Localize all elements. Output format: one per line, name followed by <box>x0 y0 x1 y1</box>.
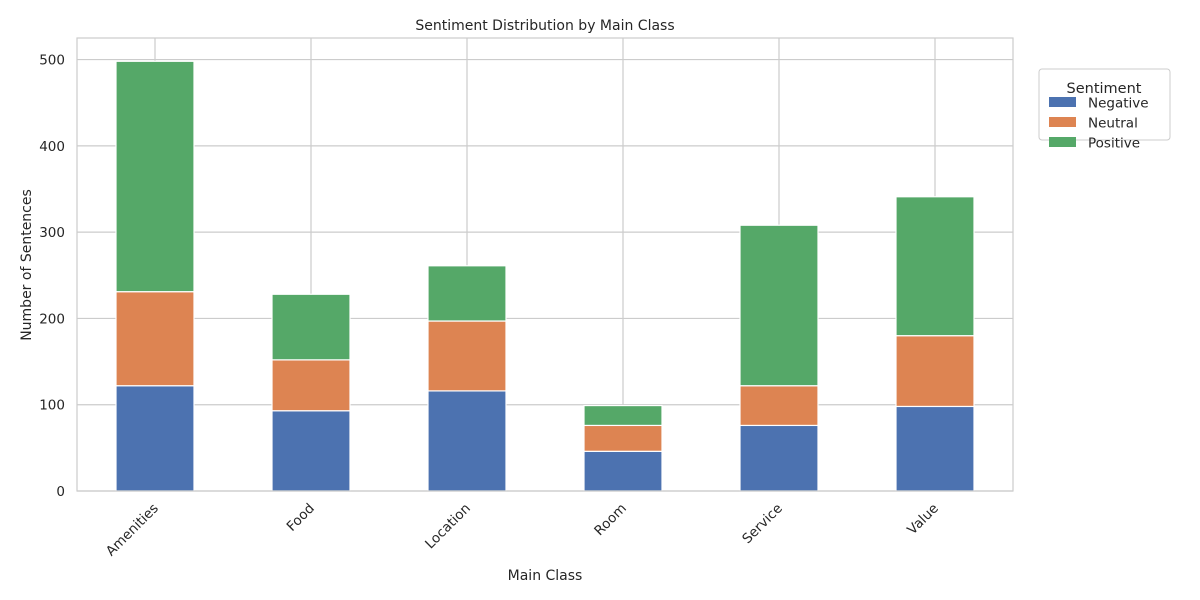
y-tick-label: 200 <box>39 311 65 327</box>
bar-positive-amenities <box>115 60 195 293</box>
legend-label-neutral: Neutral <box>1088 116 1138 132</box>
y-axis-label: Number of Sentences <box>19 189 35 341</box>
bars <box>115 60 975 492</box>
bar-neutral-food <box>271 359 351 412</box>
y-tick-label: 400 <box>39 139 65 155</box>
plot-frame <box>76 37 1014 492</box>
x-tick-label: Service <box>739 501 786 548</box>
bar-negative-food <box>271 410 351 492</box>
x-tick-label: Value <box>904 501 942 539</box>
bar-negative-room <box>583 450 663 492</box>
y-tick-label: 0 <box>56 484 65 500</box>
legend-swatch-negative <box>1049 97 1076 107</box>
bar-negative-location <box>427 390 507 492</box>
bar-negative-amenities <box>115 385 195 492</box>
y-tick-label: 300 <box>39 225 65 241</box>
bar-negative-service <box>739 424 819 492</box>
plot-background <box>77 38 1013 491</box>
grid-lines <box>77 38 1013 492</box>
chart-title: Sentiment Distribution by Main Class <box>415 18 674 34</box>
bar-positive-room <box>583 404 663 427</box>
x-tick-label: Amenities <box>103 501 162 560</box>
bar-positive-location <box>427 265 507 322</box>
bar-neutral-amenities <box>115 291 195 387</box>
x-tick-label: Room <box>591 501 630 540</box>
legend: Sentiment Negative Neutral Positive <box>1038 68 1171 152</box>
x-tick-label: Location <box>422 501 474 553</box>
legend-title: Sentiment <box>1067 81 1142 97</box>
y-tick-label: 500 <box>39 53 65 69</box>
bar-positive-value <box>895 196 975 337</box>
x-axis-ticks: Amenities Food Location Room Service Value <box>103 501 942 560</box>
bar-neutral-location <box>427 320 507 392</box>
y-tick-label: 100 <box>39 398 65 414</box>
bar-positive-food <box>271 293 351 361</box>
legend-swatch-positive <box>1049 137 1076 147</box>
legend-swatch-neutral <box>1049 117 1076 127</box>
x-axis-label: Main Class <box>508 568 583 584</box>
bar-neutral-room <box>583 424 663 452</box>
bar-positive-service <box>739 224 819 387</box>
bar-negative-value <box>895 405 975 492</box>
bar-neutral-service <box>739 385 819 427</box>
legend-label-positive: Positive <box>1088 136 1140 152</box>
x-tick-label: Food <box>284 501 318 535</box>
legend-label-negative: Negative <box>1088 96 1149 112</box>
legend-items: Negative Neutral Positive <box>1049 96 1149 152</box>
bar-neutral-value <box>895 335 975 408</box>
y-axis-ticks: 0 100 200 300 400 500 <box>39 53 65 500</box>
